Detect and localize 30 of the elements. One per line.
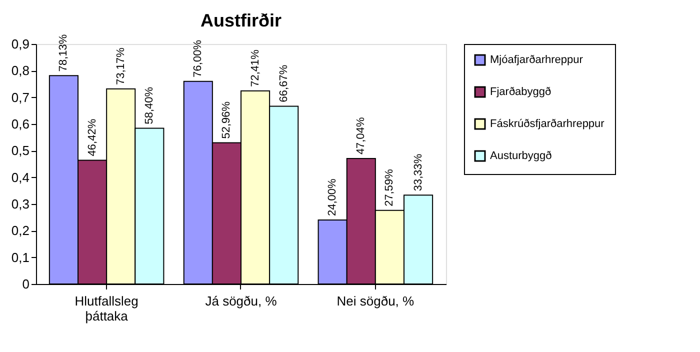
y-tick-label: 0,5	[11, 143, 30, 158]
x-tick-label: Hlutfallsleg þáttaka	[74, 294, 138, 324]
data-label: 27,59%	[384, 168, 396, 206]
legend-label: Fjarðabyggð	[490, 86, 552, 98]
data-label: 47,04%	[355, 117, 368, 155]
x-tick-label: Já sögðu, %	[205, 294, 278, 308]
data-label: 72,41%	[249, 49, 262, 87]
data-label: 46,42%	[86, 118, 98, 156]
y-tick-label: 0,7	[11, 90, 30, 105]
y-tick-label: 0	[22, 276, 30, 292]
y-tick-label: 0,2	[11, 223, 30, 238]
data-label: 78,13%	[58, 34, 70, 72]
y-tick-label: 0,3	[11, 196, 30, 212]
legend-label: Mjóafjarðarhreppur	[490, 54, 584, 66]
data-label: 24,00%	[326, 178, 339, 216]
y-tick-label: 0,8	[11, 63, 30, 78]
data-label: 58,40%	[143, 86, 156, 124]
y-tick-label: 0,1	[11, 250, 30, 265]
legend-label: Fáskrúðsfjarðarhreppur	[490, 118, 605, 130]
chart-title: Austfirðir	[200, 10, 282, 30]
x-tick-label: Nei sögðu, %	[336, 294, 415, 308]
data-label: 52,96%	[220, 101, 233, 139]
legend-label: Austurbyggð	[490, 150, 552, 162]
y-tick-label: 0,4	[11, 170, 30, 185]
y-tick-label: 0,6	[11, 116, 30, 132]
data-label: 66,67%	[278, 64, 290, 102]
y-tick-label: 0,9	[11, 36, 30, 52]
data-label: 76,00%	[192, 40, 204, 78]
data-label: 33,33%	[412, 154, 424, 192]
data-label: 73,17%	[114, 47, 127, 85]
